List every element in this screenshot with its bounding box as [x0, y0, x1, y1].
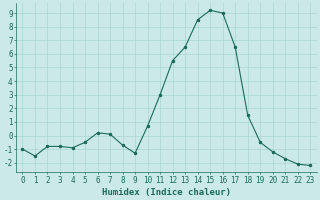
X-axis label: Humidex (Indice chaleur): Humidex (Indice chaleur): [102, 188, 231, 197]
